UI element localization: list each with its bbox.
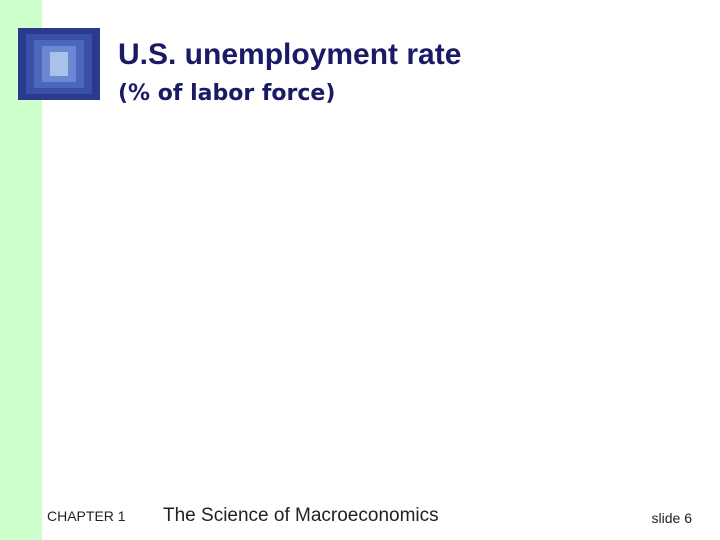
slide-icon	[18, 28, 100, 100]
footer-chapter: CHAPTER 1	[47, 508, 126, 524]
title: U.S. unemployment rate	[118, 38, 461, 71]
subtitle: (% of labor force)	[118, 81, 335, 106]
footer-book: The Science of Macroeconomics	[163, 505, 439, 526]
slide-number: slide 6	[652, 510, 693, 526]
